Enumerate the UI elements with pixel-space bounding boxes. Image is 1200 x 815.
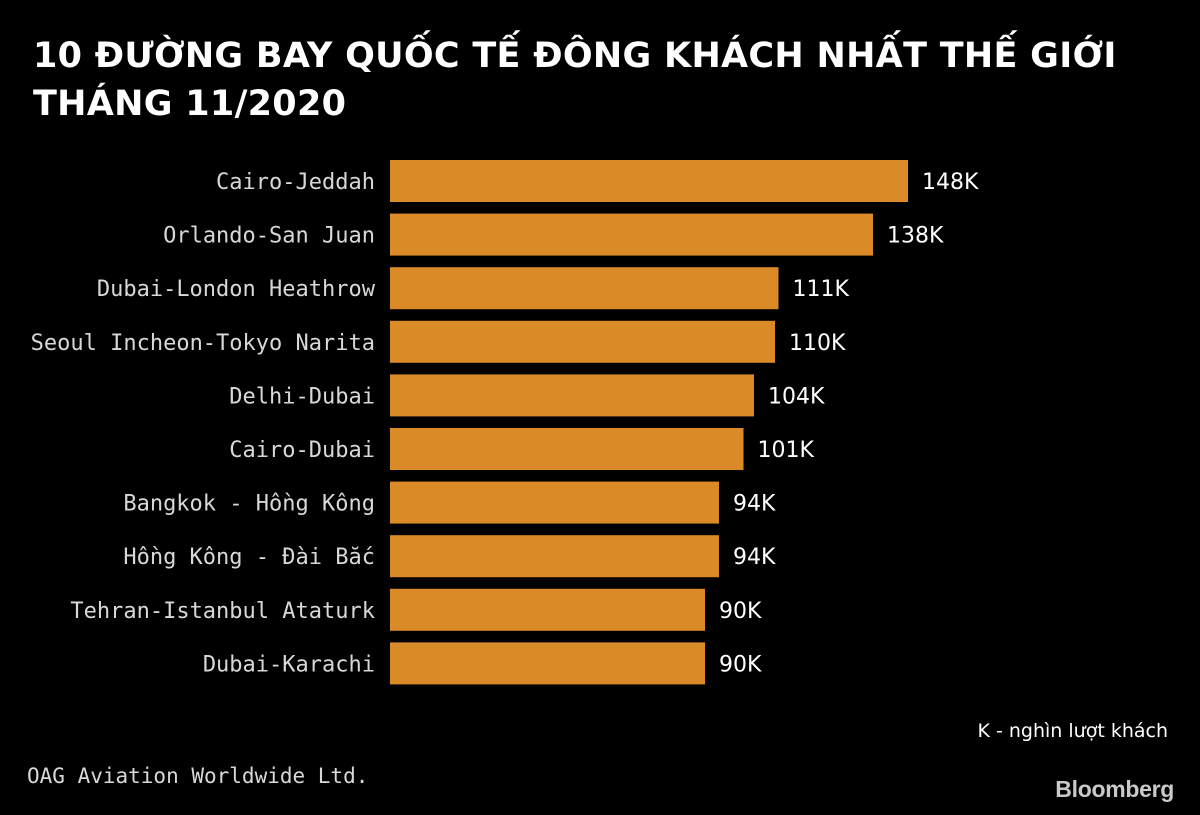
category-label: Orlando-San Juan: [163, 224, 375, 249]
chart-title-line-2: THÁNG 11/2020: [33, 84, 347, 124]
value-label: 90K: [719, 599, 762, 624]
category-label: Tehran-Istanbul Ataturk: [70, 599, 375, 624]
category-label: Hồng Kông - Đài Bắc: [123, 545, 375, 570]
category-label: Dubai-London Heathrow: [97, 277, 376, 302]
category-label: Dubai-Karachi: [203, 652, 375, 677]
bar: [390, 428, 744, 470]
chart-title: 10 ĐƯỜNG BAY QUỐC TẾ ĐÔNG KHÁCH NHẤT THẾ…: [33, 32, 1173, 128]
bar: [390, 374, 754, 417]
bar: [390, 481, 719, 524]
category-label: Seoul Incheon-Tokyo Narita: [31, 331, 375, 356]
source-note: OAG Aviation Worldwide Ltd.: [27, 764, 369, 788]
bar: [390, 267, 779, 310]
category-label: Cairo-Dubai: [229, 438, 375, 463]
value-label: 111K: [793, 277, 850, 302]
value-label: 94K: [733, 545, 776, 570]
bar: [390, 320, 775, 363]
value-label: 148K: [922, 170, 979, 195]
bar: [390, 160, 908, 202]
bar: [390, 588, 705, 631]
value-label: 104K: [768, 384, 825, 409]
chart-title-line-1: 10 ĐƯỜNG BAY QUỐC TẾ ĐÔNG KHÁCH NHẤT THẾ…: [33, 36, 1117, 76]
unit-note: K - nghìn lượt khách: [977, 720, 1168, 742]
bar: [390, 642, 705, 685]
bloomberg-logo: Bloomberg: [1055, 776, 1174, 802]
bar: [390, 535, 719, 578]
bar-chart: Cairo-Jeddah 148K Orlando-San Juan 138K Duba…: [31, 160, 979, 685]
category-label: Delhi-Dubai: [229, 384, 375, 409]
category-label: Bangkok - Hồng Kông: [123, 492, 375, 517]
value-label: 110K: [789, 331, 846, 356]
bar: [390, 213, 873, 256]
category-label: Cairo-Jeddah: [216, 170, 375, 195]
value-label: 138K: [887, 224, 944, 249]
value-label: 94K: [733, 492, 776, 517]
value-label: 101K: [758, 438, 815, 463]
value-label: 90K: [719, 652, 762, 677]
